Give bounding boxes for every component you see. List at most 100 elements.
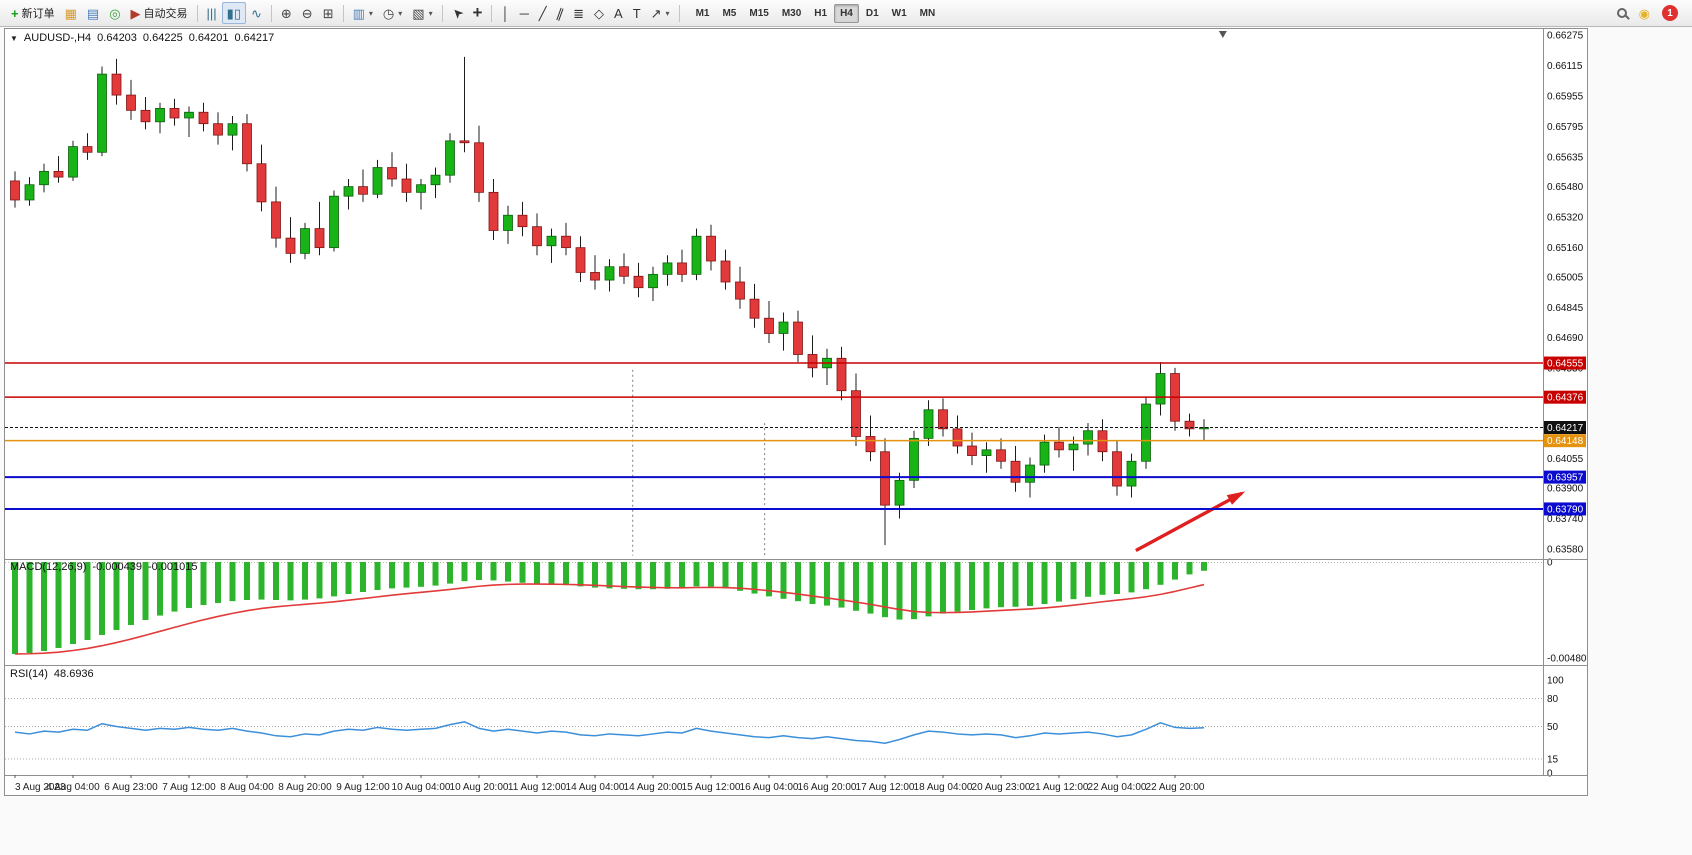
- candle-body: [865, 436, 876, 453]
- cursor-button[interactable]: ➤: [447, 2, 468, 24]
- macd-histogram-bar: [1186, 562, 1193, 575]
- macd-histogram-bar: [1143, 562, 1149, 590]
- chart-bars-button[interactable]: |||: [202, 2, 222, 24]
- candle-body: [633, 275, 644, 289]
- tile-windows-button[interactable]: ⊞: [318, 2, 339, 24]
- text-button[interactable]: A: [609, 2, 628, 24]
- rsi-indicator-label: RSI(14) 48.6936: [10, 668, 94, 680]
- data-window-button[interactable]: ▤: [82, 2, 104, 24]
- trendline-button[interactable]: ╱: [534, 2, 552, 24]
- periods-icon: ◷: [382, 5, 395, 21]
- community-icon[interactable]: ◉: [1638, 5, 1650, 21]
- macd-histogram-bar: [563, 562, 569, 586]
- timeframe-h1-button[interactable]: H1: [814, 7, 828, 19]
- vertical-line-button[interactable]: │: [496, 2, 514, 24]
- new-chart-button[interactable]: ▥ ▾: [348, 2, 378, 24]
- horizontal-line-icon: ─: [519, 5, 529, 21]
- arrow-annotation-line[interactable]: [1135, 491, 1243, 553]
- horizontal-line-button[interactable]: ─: [515, 2, 534, 24]
- auto-trading-button[interactable]: ▶ 自动交易: [126, 2, 193, 24]
- auto-trading-label: 自动交易: [143, 8, 188, 20]
- price-badge: [1544, 502, 1586, 516]
- rsi-line: [14, 721, 1205, 744]
- price-badge: [1544, 434, 1586, 448]
- candle-body: [1141, 403, 1151, 462]
- macd-histogram-bar: [809, 562, 816, 604]
- timeframe-m30-button[interactable]: M30: [781, 7, 802, 19]
- time-axis-label: 8 Aug 04:00: [220, 782, 274, 793]
- rsi-axis-label: 50: [1547, 722, 1559, 733]
- arrows-caret-icon[interactable]: ▾: [665, 8, 670, 18]
- timeframe-m15-button[interactable]: M15: [749, 7, 769, 19]
- price-tick-label: 0.65635: [1547, 153, 1584, 164]
- macd-histogram-bar: [722, 562, 729, 589]
- text-label-button[interactable]: T: [628, 2, 646, 24]
- price-tick-label: 0.65480: [1547, 182, 1584, 193]
- candle-body: [604, 266, 615, 281]
- macd-histogram-bar: [476, 562, 482, 580]
- candle-body: [140, 109, 151, 123]
- candle-body: [1112, 451, 1122, 487]
- candle-body: [10, 180, 20, 201]
- refresh-button[interactable]: ◎: [104, 2, 125, 24]
- candle-body: [1083, 430, 1093, 445]
- toolbar-separator: [678, 4, 680, 22]
- new-chart-caret-icon[interactable]: ▾: [368, 8, 373, 18]
- candle-body: [836, 357, 847, 392]
- periods-caret-icon[interactable]: ▾: [398, 8, 403, 18]
- price-tick-label: 0.65795: [1547, 122, 1584, 133]
- new-order-button[interactable]: + 新订单: [6, 2, 60, 24]
- search-icon[interactable]: [1616, 8, 1627, 18]
- candle-body: [677, 262, 687, 275]
- shapes-button[interactable]: ◇: [589, 2, 609, 24]
- macd-histogram-bar: [650, 562, 656, 590]
- chart-candles-button[interactable]: ▮▯: [221, 2, 246, 24]
- time-axis-label: 6 Aug 23:00: [104, 782, 158, 793]
- candle-body: [1126, 460, 1137, 487]
- timeframe-w1-button[interactable]: W1: [891, 7, 907, 19]
- market-watch-button[interactable]: ▦: [60, 2, 82, 24]
- macd-histogram-bar: [258, 562, 265, 600]
- macd-histogram-bar: [679, 562, 685, 588]
- chart-shift-marker[interactable]: [1218, 31, 1227, 38]
- macd-histogram-bar: [737, 562, 743, 591]
- timeframe-mn-button[interactable]: MN: [919, 7, 936, 19]
- candle-body: [1068, 443, 1079, 451]
- macd-main-value: -0.000439: [92, 561, 142, 573]
- panel-separators[interactable]: [5, 29, 1587, 776]
- annotations-layer: [632, 31, 1246, 556]
- arrow-annotation-head[interactable]: [1226, 491, 1246, 505]
- timeframe-d1-button[interactable]: D1: [865, 7, 879, 19]
- timeframe-m5-button[interactable]: M5: [722, 7, 737, 19]
- templates-caret-icon[interactable]: ▾: [428, 8, 433, 18]
- time-axis-label: 21 Aug 12:00: [1030, 782, 1089, 793]
- toolbar-separator: [196, 4, 198, 22]
- notification-badge[interactable]: 1: [1662, 5, 1678, 21]
- fibonacci-button[interactable]: ≣: [568, 2, 589, 24]
- zoom-out-button[interactable]: ⊖: [297, 2, 318, 24]
- zoom-in-button[interactable]: ⊕: [276, 2, 297, 24]
- time-axis-label: 16 Aug 20:00: [798, 782, 857, 793]
- macd-histogram-bar: [1070, 562, 1077, 600]
- timeframe-h4-button[interactable]: H4: [834, 3, 859, 23]
- candle-body: [720, 260, 731, 283]
- chart-line-icon: ∿: [250, 5, 262, 21]
- equidistant-channel-button[interactable]: ∥: [552, 2, 569, 24]
- one-click-trading-caret-icon[interactable]: ▼: [10, 33, 18, 43]
- macd-indicator-label: MACD(12,26,9) -0.000439 -0.001015: [10, 561, 198, 573]
- time-axis-label: 17 Aug 12:00: [856, 782, 915, 793]
- candle-body: [1054, 441, 1064, 451]
- chart-canvas[interactable]: 0.66275 0.66115 0.65955 0.65795 0.65635 0.654…: [5, 29, 1587, 795]
- arrows-button[interactable]: ↗ ▾: [646, 2, 675, 24]
- chart-line-button[interactable]: ∿: [246, 2, 267, 24]
- price-badge: [1544, 470, 1586, 484]
- candle-body: [459, 140, 470, 144]
- periods-button[interactable]: ◷ ▾: [378, 2, 407, 24]
- price-badge: [1544, 356, 1586, 370]
- templates-button[interactable]: ▧ ▾: [407, 2, 437, 24]
- crosshair-button[interactable]: +: [468, 2, 488, 24]
- candle-body: [271, 201, 281, 239]
- macd-histogram-bar: [505, 562, 511, 582]
- macd-histogram-bar: [186, 562, 192, 608]
- timeframe-m1-button[interactable]: M1: [695, 7, 710, 19]
